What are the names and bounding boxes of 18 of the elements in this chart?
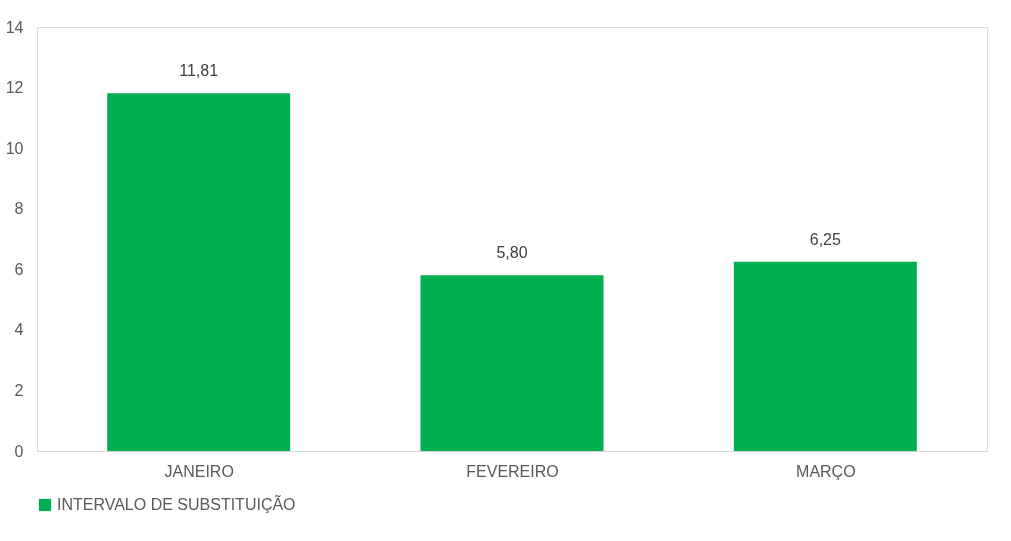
x-tick-label: MARÇO	[796, 462, 856, 480]
bar	[420, 275, 604, 451]
y-tick-label: 10	[5, 139, 24, 157]
data-label: 5,80	[496, 244, 528, 262]
y-tick-label: 8	[14, 200, 24, 218]
x-tick-label: FEVEREIRO	[466, 462, 559, 480]
bar	[733, 261, 917, 451]
x-tick-label: JANEIRO	[164, 462, 234, 480]
y-tick-label: 0	[14, 442, 24, 460]
data-label: 11,81	[179, 62, 219, 80]
bar	[107, 93, 291, 451]
legend-label: INTERVALO DE SUBSTITUIÇÃO	[57, 494, 296, 513]
y-tick-label: 14	[5, 18, 24, 36]
y-tick-label: 6	[14, 260, 24, 278]
y-tick-label: 12	[5, 79, 24, 97]
y-tick-label: 4	[14, 321, 24, 339]
y-tick-label: 2	[14, 381, 24, 399]
data-label: 6,25	[809, 230, 842, 248]
